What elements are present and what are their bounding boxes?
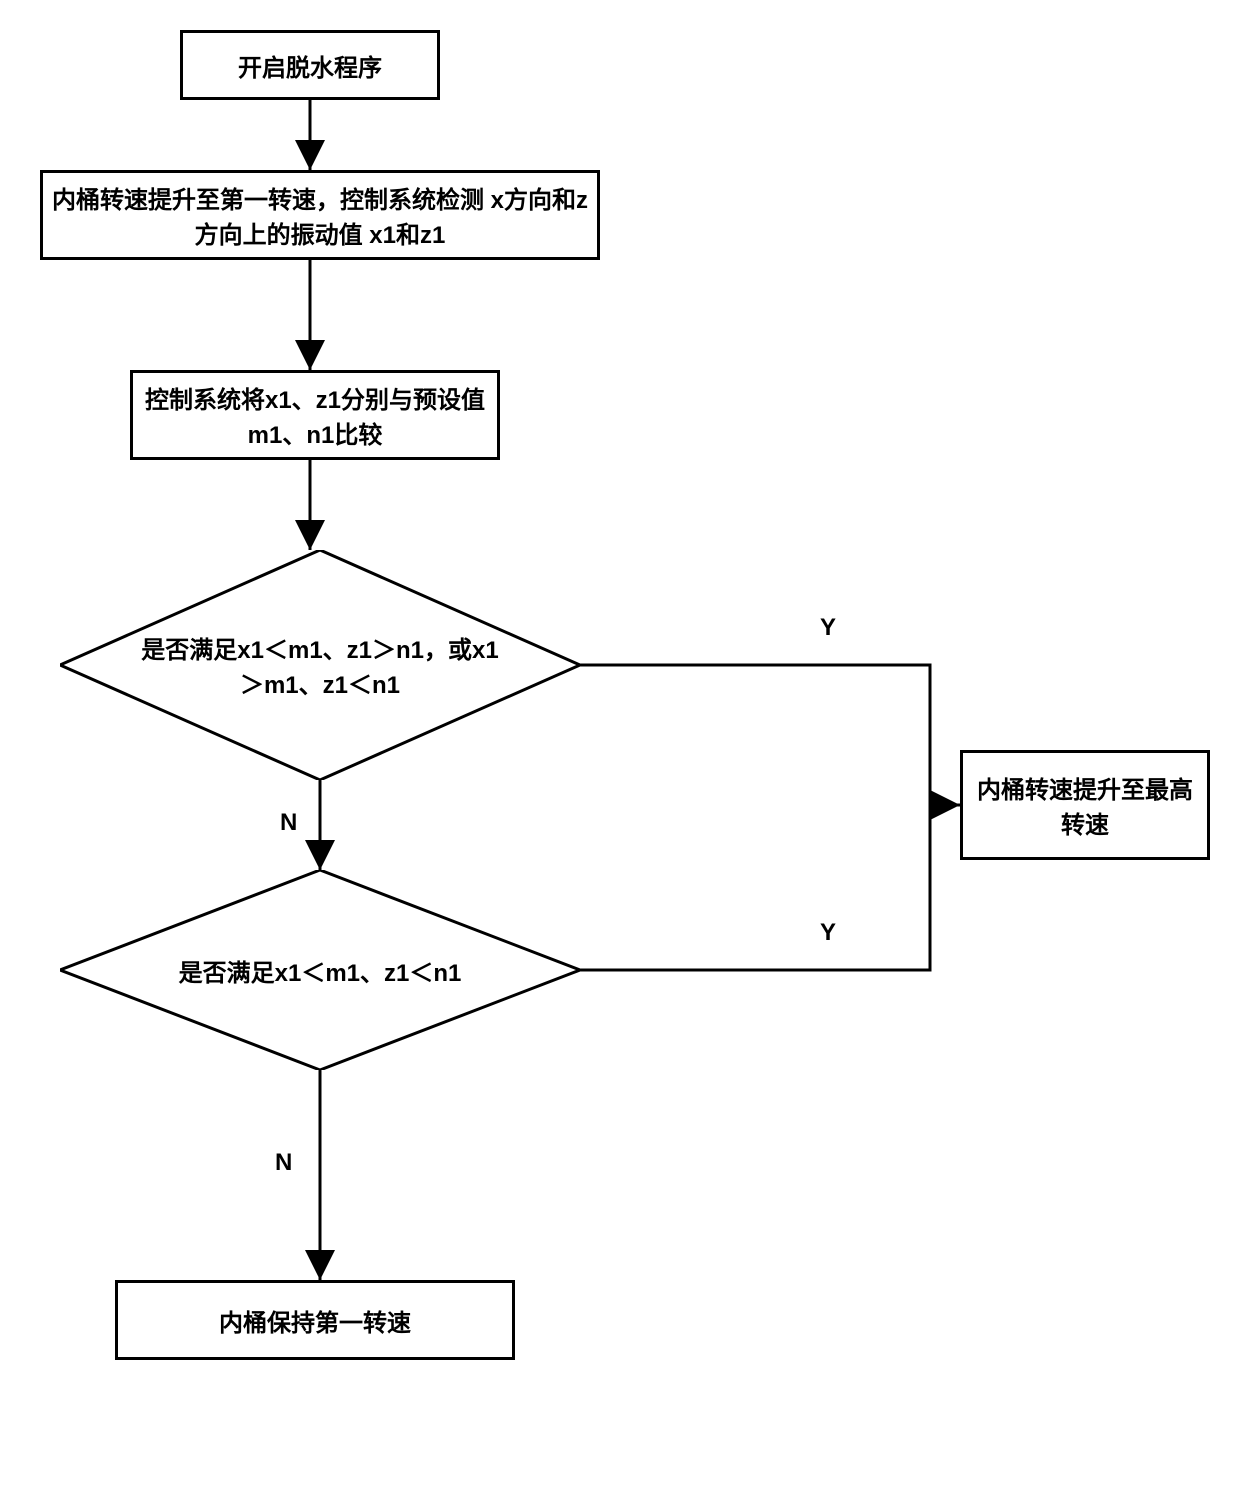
node-maxspd: 内桶转速提升至最高转速: [960, 750, 1210, 860]
node-dec2: 是否满足x1＜m1、z1＜n1: [60, 870, 580, 1070]
node-step1-text: 内桶转速提升至第一转速，控制系统检测 x方向和z方向上的振动值 x1和z1: [51, 180, 589, 250]
node-dec2-text: 是否满足x1＜m1、z1＜n1: [179, 953, 462, 988]
node-maxspd-text: 内桶转速提升至最高转速: [971, 770, 1199, 840]
node-step2-text: 控制系统将x1、z1分别与预设值m1、n1比较: [141, 380, 489, 450]
node-start: 开启脱水程序: [180, 30, 440, 100]
node-dec1: 是否满足x1＜m1、z1＞n1，或x1＞m1、z1＜n1: [60, 550, 580, 780]
node-step1: 内桶转速提升至第一转速，控制系统检测 x方向和z方向上的振动值 x1和z1: [40, 170, 600, 260]
node-keep: 内桶保持第一转速: [115, 1280, 515, 1360]
node-step2: 控制系统将x1、z1分别与预设值m1、n1比较: [130, 370, 500, 460]
node-dec1-text: 是否满足x1＜m1、z1＞n1，或x1＞m1、z1＜n1: [140, 630, 500, 700]
svg-text:Y: Y: [820, 614, 836, 641]
svg-text:Y: Y: [820, 919, 836, 946]
svg-text:N: N: [280, 809, 297, 836]
node-start-text: 开启脱水程序: [238, 48, 382, 83]
svg-text:N: N: [275, 1149, 292, 1176]
node-keep-text: 内桶保持第一转速: [219, 1303, 411, 1338]
